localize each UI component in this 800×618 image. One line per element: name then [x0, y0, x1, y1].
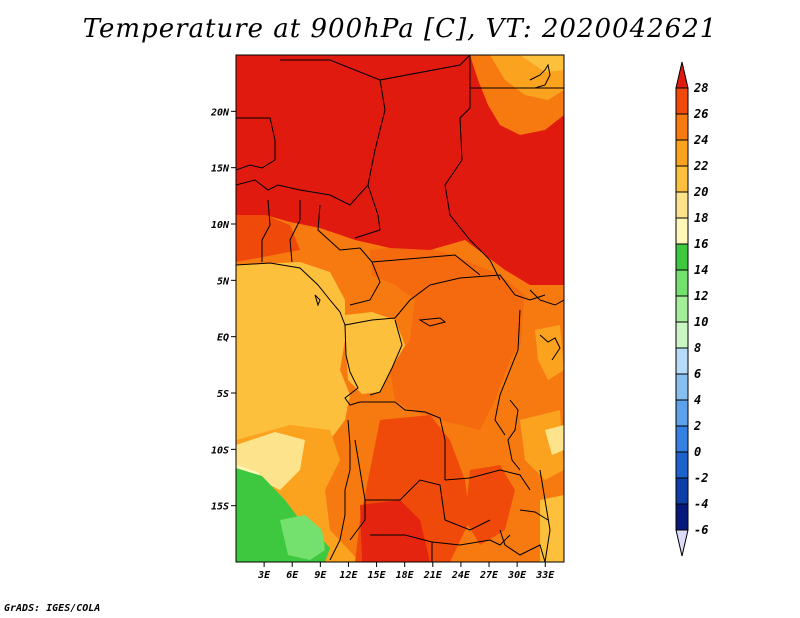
colorbar-label: 28 [693, 81, 708, 95]
colorbar-label: 20 [693, 185, 708, 199]
colorbar-label: 2 [693, 419, 701, 433]
colorbar-swatch [675, 217, 689, 245]
lon-label: 12E [339, 570, 358, 581]
colorbar-label: 6 [694, 367, 701, 381]
temperature-field [236, 55, 564, 562]
colorbar-label: 10 [694, 315, 708, 329]
colorbar-label: -4 [694, 497, 708, 511]
lat-label: 10S [211, 445, 229, 456]
colorbar-swatch [675, 113, 689, 141]
lon-label: 3E [257, 570, 271, 581]
colorbar-swatch [675, 321, 689, 349]
colorbar-swatch [675, 399, 689, 427]
colorbar-swatch [675, 269, 689, 297]
colorbar-label: 14 [694, 263, 708, 277]
colorbar-label: 16 [694, 237, 708, 251]
latitude-axis: 20N 15N 10N 5N EQ 5S 10S 15S [210, 107, 236, 513]
colorbar-label: 12 [694, 289, 708, 303]
colorbar-label: 0 [694, 445, 701, 459]
lat-label: 20N [210, 107, 230, 118]
lat-label: 5N [217, 276, 230, 287]
lon-label: 27E [479, 570, 499, 581]
lon-label: 15E [368, 570, 387, 581]
colorbar-swatch [675, 87, 689, 115]
colorbar-label: 8 [694, 341, 701, 355]
colorbar-label: -6 [694, 523, 708, 537]
colorbar-bottom-arrow [675, 529, 689, 557]
colorbar-label: 4 [694, 393, 701, 407]
colorbar-swatch [675, 191, 689, 219]
colorbar-label: 24 [693, 133, 708, 147]
colorbar-swatch [675, 373, 689, 401]
lat-label: 10N [211, 220, 230, 231]
lat-label: 15N [211, 164, 230, 175]
lon-label: 6E [286, 570, 299, 581]
map-frame [235, 54, 565, 563]
lon-label: 33E [535, 570, 555, 581]
longitude-axis: 3E 6E 9E 12E 15E 18E 21E 24E 27E 30E 33E [257, 562, 555, 581]
lat-label: 15S [211, 502, 229, 513]
borders-and-coastlines [236, 55, 564, 562]
colorbar-label: 26 [693, 107, 708, 121]
colorbar-swatch [675, 503, 689, 531]
grads-credit: GrADS: IGES/COLA [4, 603, 101, 614]
lon-label: 30E [507, 570, 527, 581]
colorbar-swatch [675, 347, 689, 375]
colorbar-label: 22 [693, 159, 708, 173]
lon-label: 18E [396, 570, 415, 581]
lon-label: 21E [423, 570, 443, 581]
colorbar-label: 18 [694, 211, 708, 225]
colorbar-swatch [675, 425, 689, 453]
lon-label: 9E [314, 570, 327, 581]
lat-label: EQ [217, 333, 229, 344]
colorbar-label: -2 [694, 471, 708, 485]
colorbar-swatch [675, 165, 689, 193]
colorbar-swatch [675, 139, 689, 167]
colorbar-swatch [675, 295, 689, 323]
map-title: Temperature at 900hPa [C], VT: 202004262… [82, 14, 718, 44]
colorbar-swatch [675, 243, 689, 271]
lat-label: 5S [217, 389, 229, 400]
colorbar-top-arrow [675, 61, 689, 89]
colorbar-swatch [675, 477, 689, 505]
lon-label: 24E [451, 570, 471, 581]
colorbar-swatch [675, 451, 689, 479]
